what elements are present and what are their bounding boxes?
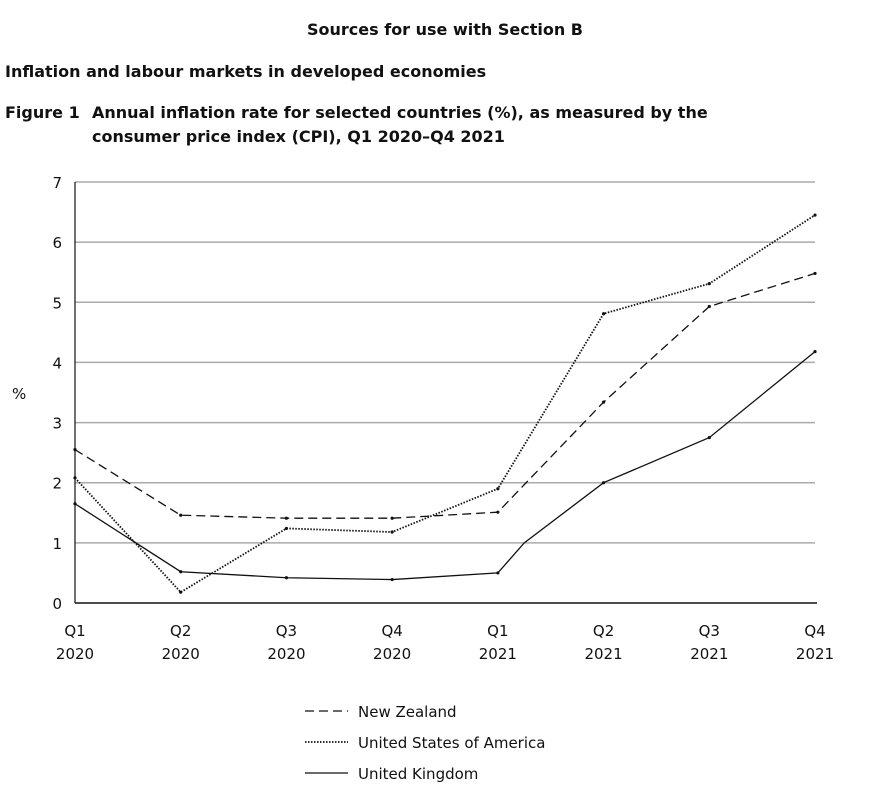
x-tick-year: 2020 (373, 645, 411, 663)
data-point-united-states-of-america (707, 282, 711, 286)
x-tick-quarter: Q1 (64, 622, 85, 640)
y-tick-label: 7 (52, 174, 62, 192)
x-tick-quarter: Q1 (487, 622, 508, 640)
x-tick-year: 2020 (267, 645, 305, 663)
data-point-new-zealand (390, 516, 394, 520)
data-point-united-kingdom (179, 570, 183, 574)
x-tick-year: 2020 (162, 645, 200, 663)
data-point-new-zealand (601, 400, 606, 404)
data-point-united-states-of-america (73, 476, 77, 480)
subtitle: Inflation and labour markets in develope… (5, 62, 487, 81)
x-tick-year: 2021 (584, 645, 622, 663)
y-tick-label: 3 (52, 415, 62, 433)
series-line-united-states-of-america (74, 214, 816, 594)
x-tick-quarter: Q3 (699, 622, 720, 640)
data-point-united-kingdom (284, 576, 289, 580)
x-tick-year: 2021 (796, 645, 834, 663)
data-point-united-states-of-america (284, 526, 289, 531)
data-point-united-kingdom (73, 502, 77, 506)
x-tick-year: 2020 (56, 645, 94, 663)
series-line-new-zealand (74, 272, 816, 519)
x-tick-year: 2021 (690, 645, 728, 663)
legend-label: United Kingdom (358, 765, 478, 783)
x-tick-quarter: Q2 (170, 622, 191, 640)
data-point-united-states-of-america (813, 213, 817, 217)
data-point-new-zealand (707, 304, 711, 309)
legend-label: New Zealand (358, 703, 457, 721)
data-point-new-zealand (813, 271, 817, 276)
data-point-united-kingdom (601, 481, 606, 485)
data-point-new-zealand (284, 516, 289, 520)
data-point-new-zealand (73, 448, 77, 452)
data-point-united-kingdom (496, 571, 500, 575)
x-tick-quarter: Q2 (593, 622, 614, 640)
data-point-united-kingdom (390, 577, 394, 582)
series-line-united-kingdom (74, 351, 816, 581)
data-point-united-states-of-america (390, 530, 394, 534)
data-point-new-zealand (179, 513, 183, 517)
figure-title-line2: consumer price index (CPI), Q1 2020–Q4 2… (92, 127, 505, 146)
data-point-united-kingdom (707, 436, 711, 440)
legend-label: United States of America (358, 734, 545, 752)
data-point-united-states-of-america (496, 487, 500, 491)
y-tick-label: 4 (52, 354, 62, 372)
data-point-united-states-of-america (601, 312, 606, 316)
data-point-united-kingdom (813, 350, 817, 354)
x-tick-year: 2021 (479, 645, 517, 663)
x-tick-quarter: Q4 (381, 622, 402, 640)
data-point-new-zealand (496, 510, 500, 514)
y-tick-label: 0 (52, 595, 62, 613)
figure-label: Figure 1 (5, 103, 80, 122)
y-tick-label: 6 (52, 234, 62, 252)
x-tick-quarter: Q3 (276, 622, 297, 640)
y-axis-label: % (12, 385, 26, 403)
figure-title-line1: Annual inflation rate for selected count… (92, 103, 708, 122)
y-tick-label: 5 (52, 294, 62, 312)
y-tick-label: 2 (52, 475, 62, 493)
y-tick-label: 1 (52, 535, 62, 553)
x-tick-quarter: Q4 (804, 622, 825, 640)
section-heading: Sources for use with Section B (307, 20, 583, 39)
data-point-united-states-of-america (179, 590, 183, 594)
